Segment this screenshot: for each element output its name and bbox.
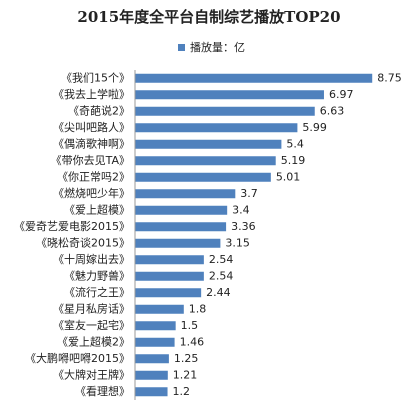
y-tick-label: 《我们15个》 [61,70,130,84]
value-label: 2.44 [206,286,231,299]
bar [135,321,176,331]
bar [135,172,271,182]
y-tick-label: 《爱上超模》 [64,202,130,216]
value-label: 6.63 [320,104,345,117]
y-tick-label: 《大牌对王牌》 [53,367,130,381]
bar [135,106,315,116]
value-label: 5.99 [302,121,327,134]
y-tick-label: 《你正常吗2》 [57,170,130,183]
value-label: 2.54 [209,269,234,282]
bar [135,354,169,364]
y-tick-label: 《看理想》 [75,384,130,398]
y-tick-label: 《尖叫吧路人》 [53,121,130,134]
y-tick-label: 《带你去见TA》 [51,154,130,167]
bar [135,189,236,199]
y-tick-label: 《十周嫁出去》 [53,252,130,266]
y-tick-label: 《星月私房话》 [53,302,130,315]
y-tick-label: 《大鹏嘚吧嘚2015》 [25,351,130,365]
value-label: 5.19 [281,154,306,167]
y-tick-label: 《偶滴歌神啊》 [53,136,130,150]
y-tick-label: 《爱上超模2》 [57,334,130,348]
bar [135,255,204,265]
bar [135,238,221,248]
value-label: 1.25 [174,352,199,365]
value-label: 3.36 [231,220,256,233]
bar [135,304,184,314]
chart-title: 2015年度全平台自制综艺播放TOP20 [77,8,340,26]
value-label: 3.7 [240,187,257,200]
value-label: 1.8 [189,302,207,315]
bar [135,271,204,281]
value-label: 3.15 [225,236,250,249]
value-label: 6.97 [329,88,354,101]
bar [135,370,168,380]
value-label: 5.4 [286,137,304,150]
y-tick-label: 《魅力野兽》 [64,268,130,282]
value-label: 3.4 [232,203,250,216]
bar [135,288,202,298]
value-label: 1.2 [173,385,191,398]
bar [135,90,324,100]
y-tick-label: 《晓松奇谈2015》 [36,235,130,249]
y-tick-label: 《爱奇艺爱电影2015》 [14,220,130,233]
value-label: 1.5 [181,319,199,332]
bar [135,222,227,232]
bar [135,205,228,215]
bar [135,73,373,83]
y-tick-label: 《流行之王》 [64,285,130,299]
y-tick-label: 《燃烧吧少年》 [53,186,130,200]
value-label: 5.01 [276,170,301,183]
bar [135,156,276,166]
bar [135,337,175,347]
value-label: 8.75 [377,71,402,84]
legend-swatch [178,44,185,51]
value-label: 1.21 [173,368,198,381]
legend-label: 播放量：亿 [190,40,245,54]
value-label: 2.54 [209,253,234,266]
y-tick-label: 《室友一起宅》 [53,318,130,332]
value-label: 1.46 [180,335,205,348]
y-tick-label: 《奇葩说2》 [68,103,130,117]
y-tick-label: 《我去上学啦》 [53,87,130,101]
bar [135,387,168,397]
bar [135,123,298,133]
bar [135,139,282,149]
